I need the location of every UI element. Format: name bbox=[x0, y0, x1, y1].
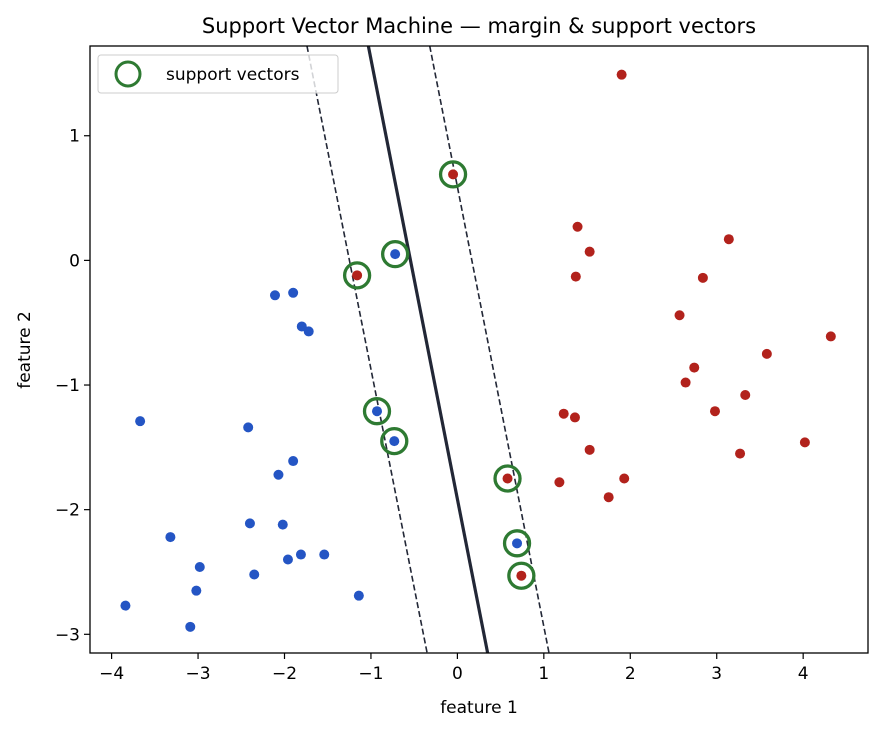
legend: support vectors bbox=[97, 54, 339, 94]
support-vector-ring bbox=[380, 239, 410, 269]
data-point-red bbox=[584, 246, 595, 257]
margin-line-2 bbox=[428, 46, 550, 653]
data-point-blue bbox=[353, 590, 364, 601]
y-axis-label: feature 2 bbox=[15, 311, 35, 389]
data-point-red bbox=[709, 406, 720, 417]
x-tick-label: 0 bbox=[452, 664, 463, 684]
data-point-red bbox=[554, 477, 565, 488]
data-point-blue bbox=[277, 519, 288, 530]
x-tick-label: 2 bbox=[625, 664, 636, 684]
support-vector-ring bbox=[362, 397, 392, 426]
y-tick-label: 1 bbox=[69, 127, 80, 147]
data-point-red bbox=[680, 377, 691, 388]
y-tick-label: −3 bbox=[55, 625, 80, 645]
y-tick-label: 0 bbox=[69, 251, 80, 271]
data-point-red bbox=[558, 408, 569, 419]
legend-box bbox=[97, 54, 339, 94]
data-point-blue bbox=[135, 416, 146, 427]
data-point-blue bbox=[120, 600, 131, 611]
x-tick-label: 3 bbox=[711, 664, 722, 684]
x-axis-label: feature 1 bbox=[440, 698, 518, 718]
data-point-blue bbox=[244, 518, 255, 529]
data-point-blue bbox=[165, 532, 176, 543]
data-point-red bbox=[723, 234, 734, 245]
data-point-red bbox=[616, 69, 627, 80]
support-vector-ring bbox=[493, 464, 522, 493]
y-tick-label: −2 bbox=[55, 501, 80, 521]
axis-ticks: −4 −3 −2 −1 0 1 2 3 4 −3 −2 −1 0 1 bbox=[55, 127, 809, 684]
support-vector-ring bbox=[380, 426, 409, 456]
data-point-red bbox=[584, 444, 595, 455]
data-point-blue bbox=[389, 436, 400, 447]
plot-area bbox=[120, 46, 836, 653]
x-tick-label: −4 bbox=[99, 664, 124, 684]
data-point-blue bbox=[273, 469, 284, 480]
data-point-blue bbox=[282, 554, 293, 565]
data-point-blue bbox=[512, 538, 523, 549]
data-point-red bbox=[502, 473, 513, 484]
data-point-blue bbox=[371, 406, 382, 417]
data-point-blue bbox=[191, 585, 202, 596]
data-point-blue bbox=[243, 422, 254, 433]
data-point-red bbox=[697, 272, 708, 283]
x-tick-label: −1 bbox=[358, 664, 383, 684]
data-point-red bbox=[516, 570, 527, 581]
data-point-red bbox=[740, 389, 751, 400]
data-point-blue bbox=[296, 321, 307, 332]
data-point-red bbox=[352, 270, 363, 281]
data-point-blue bbox=[295, 549, 306, 560]
x-tick-label: 1 bbox=[538, 664, 549, 684]
data-point-red bbox=[825, 331, 836, 342]
data-point-red bbox=[570, 271, 581, 282]
y-tick-label: −1 bbox=[55, 376, 80, 396]
plot-frame bbox=[89, 45, 869, 654]
data-point-red bbox=[674, 310, 685, 321]
data-point-blue bbox=[194, 561, 205, 572]
data-point-blue bbox=[288, 456, 299, 467]
support-vector-ring bbox=[502, 529, 532, 558]
x-tick-label: 4 bbox=[798, 664, 809, 684]
support-vector-ring bbox=[342, 261, 372, 290]
data-point-red bbox=[761, 348, 772, 359]
x-tick-label: −3 bbox=[186, 664, 211, 684]
decision-boundary-line bbox=[366, 46, 490, 653]
data-point-blue bbox=[269, 290, 280, 301]
data-point-red bbox=[569, 412, 580, 423]
margin-line-1 bbox=[306, 46, 428, 653]
x-tick-label: −2 bbox=[272, 664, 297, 684]
legend-label-support-vectors: support vectors bbox=[166, 65, 300, 85]
data-point-blue bbox=[390, 249, 401, 260]
data-point-red bbox=[448, 169, 459, 180]
legend-support-vector-marker bbox=[114, 60, 142, 88]
support-vector-ring bbox=[438, 160, 468, 189]
data-point-red bbox=[735, 448, 746, 459]
support-vector-ring bbox=[507, 561, 536, 590]
data-point-blue bbox=[288, 287, 299, 298]
data-point-red bbox=[572, 221, 583, 232]
data-point-blue bbox=[185, 621, 196, 632]
data-point-red bbox=[603, 492, 614, 503]
data-point-blue bbox=[319, 549, 330, 560]
chart-title: Support Vector Machine — margin & suppor… bbox=[202, 14, 756, 38]
data-point-blue bbox=[303, 326, 314, 337]
data-point-red bbox=[689, 362, 700, 373]
data-point-blue bbox=[249, 569, 260, 580]
data-point-red bbox=[619, 473, 630, 484]
data-point-red bbox=[799, 437, 810, 448]
